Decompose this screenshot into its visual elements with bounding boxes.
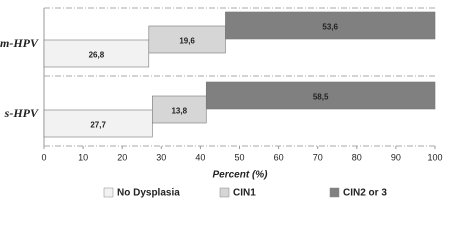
x-tick-label: 60	[274, 152, 284, 162]
x-tick-label: 50	[234, 152, 244, 162]
bar-segment	[205, 81, 436, 110]
legend-marker	[219, 187, 230, 198]
x-tick-label: 40	[195, 152, 205, 162]
bar-segment	[43, 39, 150, 68]
value-label: 58,5	[313, 93, 329, 102]
value-label: 19,6	[179, 37, 195, 46]
legend-label: CIN1	[233, 188, 256, 199]
value-label: 26,8	[89, 51, 105, 60]
legend-label: No Dysplasia	[117, 188, 180, 199]
bar-segment	[43, 109, 153, 138]
value-label: 27,7	[90, 121, 106, 130]
x-tick-label: 90	[391, 152, 401, 162]
x-axis-label: Percent (%)	[212, 170, 268, 181]
value-label: 53,6	[322, 23, 338, 32]
x-tick-label: 0	[41, 152, 46, 162]
legend-marker	[329, 187, 340, 198]
legend-label: CIN2 or 3	[343, 188, 387, 199]
x-tick-label: 100	[427, 152, 442, 162]
category-label: s-HPV	[4, 106, 39, 120]
bar-segment	[225, 11, 436, 40]
bar-segment	[148, 25, 226, 54]
x-tick-label: 30	[156, 152, 166, 162]
x-tick-label: 10	[78, 152, 88, 162]
bar-segment	[152, 95, 207, 124]
x-tick-label: 20	[117, 152, 127, 162]
x-tick-label: 70	[313, 152, 323, 162]
x-tick-label: 80	[352, 152, 362, 162]
chart: Percent (%) 0 10 20 30 40 50 60 70 80 90 100 m-HPV 2…	[0, 7, 443, 199]
value-label: 13,8	[171, 107, 187, 116]
category-label: m-HPV	[0, 36, 39, 50]
legend-marker	[103, 187, 114, 198]
